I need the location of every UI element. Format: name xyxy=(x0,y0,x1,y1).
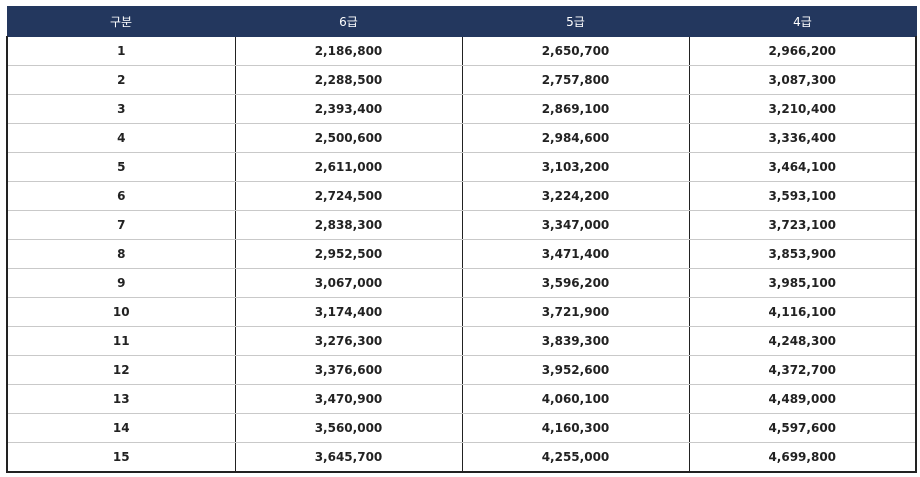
grade-6-cell: 3,067,000 xyxy=(234,268,463,298)
grade-5-cell: 3,596,200 xyxy=(461,268,690,298)
header-cell-category: 구분 xyxy=(6,6,236,37)
grade-6-cell: 2,611,000 xyxy=(234,152,463,182)
step-cell: 12 xyxy=(6,355,236,385)
grade-5-cell: 2,757,800 xyxy=(461,65,690,95)
grade-6-cell: 2,724,500 xyxy=(234,181,463,211)
table-row: 3 2,393,400 2,869,100 3,210,400 xyxy=(6,94,917,124)
grade-6-cell: 3,376,600 xyxy=(234,355,463,385)
grade-6-cell: 3,276,300 xyxy=(234,326,463,356)
step-cell: 1 xyxy=(6,36,236,66)
grade-4-cell: 4,248,300 xyxy=(688,326,917,356)
grade-4-cell: 3,853,900 xyxy=(688,239,917,269)
grade-5-cell: 2,984,600 xyxy=(461,123,690,153)
table-row: 9 3,067,000 3,596,200 3,985,100 xyxy=(6,268,917,298)
grade-5-cell: 3,103,200 xyxy=(461,152,690,182)
step-cell: 8 xyxy=(6,239,236,269)
table-row: 10 3,174,400 3,721,900 4,116,100 xyxy=(6,297,917,327)
step-cell: 9 xyxy=(6,268,236,298)
grade-4-cell: 4,489,000 xyxy=(688,384,917,414)
grade-5-cell: 4,255,000 xyxy=(461,442,690,473)
grade-5-cell: 3,839,300 xyxy=(461,326,690,356)
step-cell: 5 xyxy=(6,152,236,182)
header-cell-grade-4: 4급 xyxy=(688,6,917,37)
grade-4-cell: 3,210,400 xyxy=(688,94,917,124)
grade-5-cell: 3,224,200 xyxy=(461,181,690,211)
grade-6-cell: 2,186,800 xyxy=(234,36,463,66)
step-cell: 11 xyxy=(6,326,236,356)
grade-4-cell: 2,966,200 xyxy=(688,36,917,66)
grade-5-cell: 2,650,700 xyxy=(461,36,690,66)
grade-5-cell: 2,869,100 xyxy=(461,94,690,124)
grade-4-cell: 3,593,100 xyxy=(688,181,917,211)
grade-4-cell: 3,985,100 xyxy=(688,268,917,298)
grade-5-cell: 4,060,100 xyxy=(461,384,690,414)
grade-5-cell: 3,721,900 xyxy=(461,297,690,327)
table-row: 7 2,838,300 3,347,000 3,723,100 xyxy=(6,210,917,240)
table-row: 12 3,376,600 3,952,600 4,372,700 xyxy=(6,355,917,385)
grade-6-cell: 2,288,500 xyxy=(234,65,463,95)
grade-4-cell: 3,723,100 xyxy=(688,210,917,240)
grade-4-cell: 4,372,700 xyxy=(688,355,917,385)
grade-6-cell: 2,952,500 xyxy=(234,239,463,269)
header-cell-grade-6: 6급 xyxy=(234,6,463,37)
step-cell: 6 xyxy=(6,181,236,211)
step-cell: 10 xyxy=(6,297,236,327)
table-row: 6 2,724,500 3,224,200 3,593,100 xyxy=(6,181,917,211)
header-cell-grade-5: 5급 xyxy=(461,6,690,37)
grade-5-cell: 3,952,600 xyxy=(461,355,690,385)
table-row: 13 3,470,900 4,060,100 4,489,000 xyxy=(6,384,917,414)
step-cell: 14 xyxy=(6,413,236,443)
grade-4-cell: 3,464,100 xyxy=(688,152,917,182)
grade-6-cell: 3,174,400 xyxy=(234,297,463,327)
grade-4-cell: 4,699,800 xyxy=(688,442,917,473)
table-row: 8 2,952,500 3,471,400 3,853,900 xyxy=(6,239,917,269)
grade-6-cell: 3,470,900 xyxy=(234,384,463,414)
table-row: 1 2,186,800 2,650,700 2,966,200 xyxy=(6,36,917,66)
table-header: 구분 6급 5급 4급 xyxy=(6,6,917,37)
grade-6-cell: 2,500,600 xyxy=(234,123,463,153)
table-row: 2 2,288,500 2,757,800 3,087,300 xyxy=(6,65,917,95)
grade-6-cell: 3,645,700 xyxy=(234,442,463,473)
grade-6-cell: 2,838,300 xyxy=(234,210,463,240)
salary-table-container: 구분 6급 5급 4급 1 2,186,800 2,650,700 2,966,200… xyxy=(6,6,917,473)
grade-4-cell: 3,336,400 xyxy=(688,123,917,153)
step-cell: 3 xyxy=(6,94,236,124)
step-cell: 13 xyxy=(6,384,236,414)
table-row: 14 3,560,000 4,160,300 4,597,600 xyxy=(6,413,917,443)
step-cell: 15 xyxy=(6,442,236,473)
salary-table: 구분 6급 5급 4급 1 2,186,800 2,650,700 2,966,200… xyxy=(6,6,917,473)
header-row: 구분 6급 5급 4급 xyxy=(6,6,917,37)
step-cell: 7 xyxy=(6,210,236,240)
grade-6-cell: 3,560,000 xyxy=(234,413,463,443)
grade-5-cell: 3,471,400 xyxy=(461,239,690,269)
table-row: 15 3,645,700 4,255,000 4,699,800 xyxy=(6,442,917,473)
table-row: 4 2,500,600 2,984,600 3,336,400 xyxy=(6,123,917,153)
table-row: 5 2,611,000 3,103,200 3,464,100 xyxy=(6,152,917,182)
table-row: 11 3,276,300 3,839,300 4,248,300 xyxy=(6,326,917,356)
step-cell: 4 xyxy=(6,123,236,153)
grade-4-cell: 4,597,600 xyxy=(688,413,917,443)
grade-5-cell: 3,347,000 xyxy=(461,210,690,240)
step-cell: 2 xyxy=(6,65,236,95)
table-body: 1 2,186,800 2,650,700 2,966,200 2 2,288,500 2,… xyxy=(6,36,917,473)
grade-4-cell: 4,116,100 xyxy=(688,297,917,327)
grade-6-cell: 2,393,400 xyxy=(234,94,463,124)
grade-4-cell: 3,087,300 xyxy=(688,65,917,95)
grade-5-cell: 4,160,300 xyxy=(461,413,690,443)
